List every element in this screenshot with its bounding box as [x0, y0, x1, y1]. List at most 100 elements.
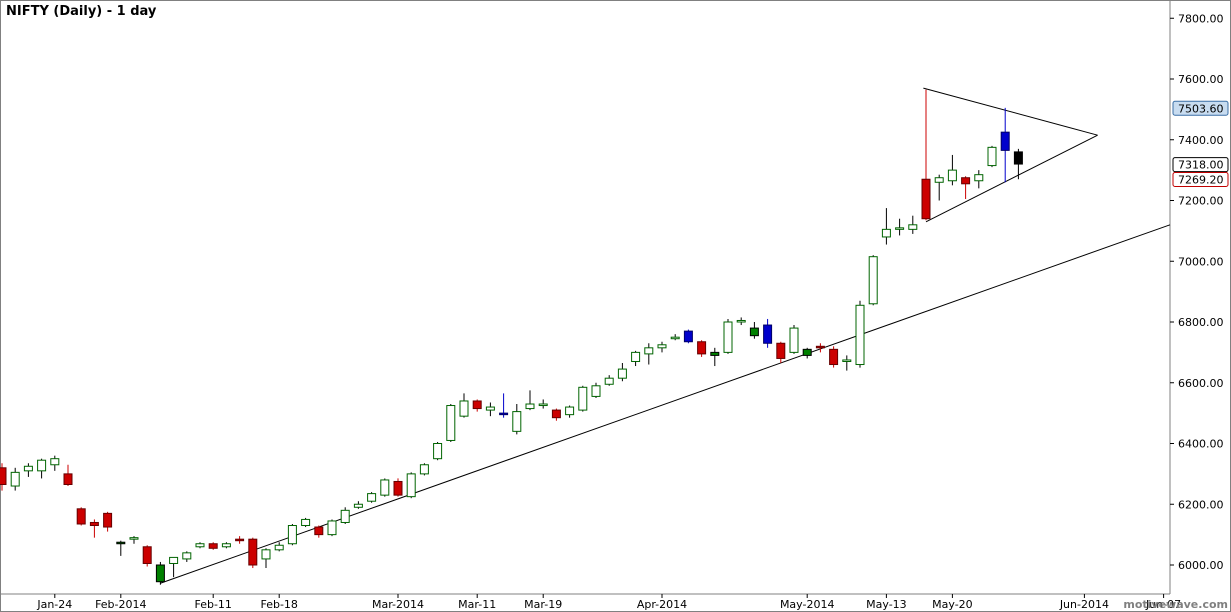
candle [37, 458, 47, 479]
y-tick-label: 6200.00 [1178, 498, 1224, 511]
candle [221, 542, 231, 549]
candle [617, 363, 627, 382]
candle [10, 467, 20, 491]
candle [50, 455, 60, 471]
candle-body [961, 177, 971, 185]
candle [459, 393, 469, 418]
candle [512, 404, 522, 435]
candle [881, 208, 891, 245]
candle [789, 325, 799, 354]
candle-body [50, 458, 60, 466]
candle [129, 536, 139, 544]
price-label: 7318.00 [1172, 157, 1229, 173]
candle-body [683, 330, 693, 343]
candle-body [446, 405, 456, 441]
candle-body [367, 493, 377, 502]
candle [604, 375, 614, 386]
candle [551, 408, 561, 421]
upper-triangle-line [923, 87, 1098, 136]
x-tick-label: May-2014 [780, 598, 835, 611]
candle [485, 402, 495, 417]
candle [855, 300, 865, 368]
candle-body [644, 347, 654, 355]
candle [736, 317, 746, 326]
candle-body [485, 406, 495, 411]
candle-body [89, 521, 99, 527]
candle [314, 525, 324, 538]
candle-body [327, 520, 337, 536]
candle-body [855, 304, 865, 366]
candle [353, 501, 363, 509]
candle [406, 472, 416, 499]
candle [433, 441, 443, 461]
candles [0, 89, 1023, 585]
candle [934, 174, 944, 201]
candle [1000, 107, 1010, 183]
candle-body [829, 348, 839, 366]
candle-body [604, 377, 614, 385]
candle-body [1013, 151, 1023, 165]
candle [842, 355, 852, 371]
candle-body [763, 324, 773, 344]
y-tick-label: 7600.00 [1178, 73, 1224, 86]
candle-body [248, 538, 258, 566]
candle [380, 478, 390, 497]
candle-body [155, 564, 165, 583]
candle-body [103, 512, 113, 528]
candle-body [934, 177, 944, 183]
candle [472, 399, 482, 412]
y-tick-label: 7200.00 [1178, 195, 1224, 208]
price-label-text: 7503.60 [1178, 102, 1224, 115]
price-label: 7503.60 [1172, 100, 1229, 116]
x-axis: Jan-24 Feb-2014 Feb-11 Feb-18 Mar-2014 Mar-11… [36, 594, 1181, 611]
candle-body [261, 549, 271, 560]
candle-body [23, 465, 33, 472]
candle [631, 350, 641, 367]
candle-body [842, 359, 852, 362]
candle [155, 561, 165, 585]
candle-body [657, 344, 667, 349]
candle-body [0, 467, 7, 486]
candle [195, 542, 205, 549]
candle [538, 399, 548, 409]
candle-body [947, 169, 957, 182]
candle [749, 322, 759, 339]
y-tick-label: 6800.00 [1178, 316, 1224, 329]
candle [670, 334, 680, 341]
candle [697, 340, 707, 357]
candle-body [723, 321, 733, 353]
candle-body [499, 412, 509, 416]
candle [683, 329, 693, 344]
y-tick-label: 7400.00 [1178, 134, 1224, 147]
candle [248, 537, 258, 569]
candle-body [380, 479, 390, 496]
candle-body [749, 327, 759, 337]
candle [723, 318, 733, 354]
candle-body [697, 341, 707, 355]
candle [274, 542, 284, 552]
candle-body [182, 552, 192, 560]
price-label-box [1172, 157, 1229, 173]
candle-body [406, 473, 416, 498]
candle [829, 346, 839, 368]
candle [103, 511, 113, 532]
y-tick-label: 7800.00 [1178, 12, 1224, 25]
x-tick-label: Mar-2014 [372, 598, 424, 611]
x-tick-label: May-13 [866, 598, 907, 611]
y-tick-label: 6600.00 [1178, 377, 1224, 390]
candle-body [287, 525, 297, 545]
candle-body [987, 146, 997, 167]
x-tick-label: Feb-18 [260, 598, 297, 611]
candle-body [538, 403, 548, 407]
candle [815, 343, 825, 353]
candle [367, 492, 377, 503]
candle-body [525, 403, 535, 410]
candle [340, 507, 350, 524]
candle-body [895, 227, 905, 230]
y-tick-label: 6000.00 [1178, 559, 1224, 572]
x-tick-label: Jun-2014 [1059, 598, 1109, 611]
candle [974, 170, 984, 189]
candle [301, 517, 311, 528]
